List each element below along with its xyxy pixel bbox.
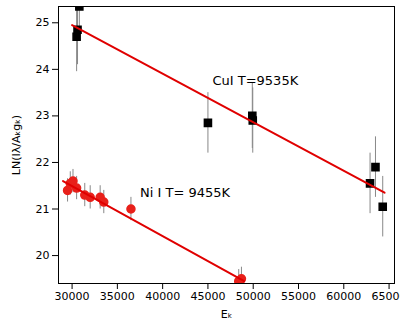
svg-text:20: 20	[36, 249, 50, 262]
svg-text:60000: 60000	[326, 290, 361, 303]
svg-text:25: 25	[36, 16, 50, 29]
svg-text:21: 21	[36, 203, 50, 216]
svg-text:LN(Iλ/Aₖgₖ): LN(Iλ/Aₖgₖ)	[10, 115, 23, 175]
svg-text:Ni I T= 9455K: Ni I T= 9455K	[140, 185, 230, 200]
svg-text:CuI T=9535K: CuI T=9535K	[212, 73, 298, 88]
svg-text:55000: 55000	[281, 290, 316, 303]
svg-text:40000: 40000	[145, 290, 180, 303]
svg-text:50000: 50000	[236, 290, 271, 303]
svg-text:22: 22	[36, 156, 50, 169]
svg-text:Eₖ: Eₖ	[221, 308, 233, 321]
svg-text:65000: 65000	[372, 290, 400, 303]
svg-text:30000: 30000	[55, 290, 90, 303]
svg-text:35000: 35000	[100, 290, 135, 303]
svg-text:45000: 45000	[190, 290, 225, 303]
svg-text:23: 23	[36, 109, 50, 122]
svg-text:24: 24	[36, 63, 50, 76]
